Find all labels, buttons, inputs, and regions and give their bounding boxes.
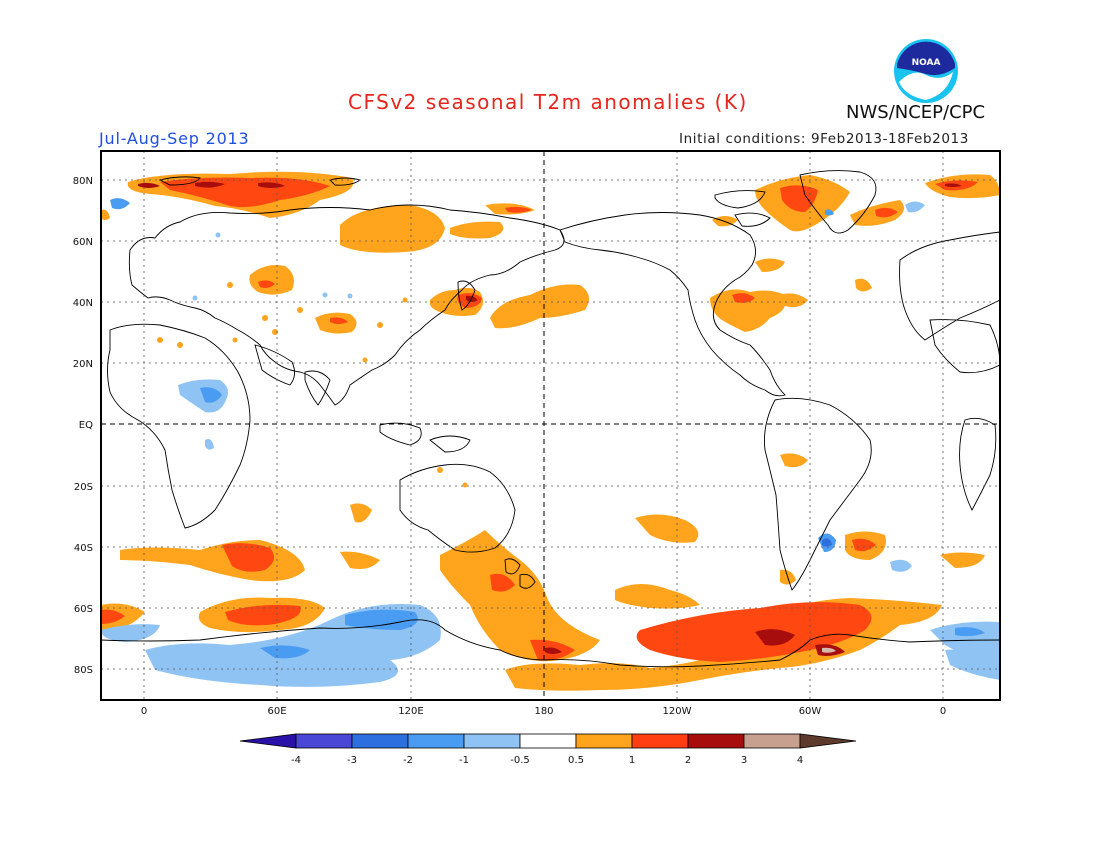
- lon-label: 180: [534, 706, 553, 717]
- longitude-labels: 0 60E 120E 180 120W 60W 0: [141, 706, 946, 717]
- coastlines: [101, 170, 1000, 668]
- australia-coast: [399, 463, 516, 553]
- warm-anomaly-east-pacific: [615, 584, 700, 609]
- map-frame: [100, 150, 1001, 701]
- north-america-coast: [559, 212, 786, 397]
- warm-anomaly-north-america: [710, 289, 786, 332]
- warm-anomaly-north-pacific: [490, 284, 589, 329]
- latitude-labels: 80N 60N 40N 20N EQ 20S 40S 60S 80S: [73, 176, 93, 676]
- organization-label: NWS/NCEP/CPC: [846, 102, 986, 123]
- lon-label: 120E: [398, 706, 423, 717]
- antarctica-coast: [101, 619, 1000, 668]
- lon-label: 0: [141, 706, 147, 717]
- lat-label: 80S: [74, 665, 93, 676]
- logo-text: NOAA: [912, 58, 941, 68]
- lon-label: 60E: [267, 706, 286, 717]
- graticule: [101, 151, 1000, 700]
- lon-label: 60W: [799, 706, 822, 717]
- lat-label: 80N: [73, 176, 93, 187]
- lat-label: 40S: [74, 543, 93, 554]
- lat-label: EQ: [79, 420, 93, 431]
- south-america-coast: [764, 397, 872, 591]
- anomaly-field: [101, 171, 1000, 691]
- lon-label: 0: [940, 706, 946, 717]
- lat-label: 20S: [74, 482, 93, 493]
- lat-label: 20N: [73, 359, 93, 370]
- warm-anomaly-southwest-pacific: [440, 530, 600, 662]
- greenland-coast: [799, 170, 877, 234]
- map-title: CFSv2 seasonal T2m anomalies (K): [348, 90, 748, 114]
- noaa-logo: NOAA: [894, 39, 958, 103]
- lat-label: 40N: [73, 298, 93, 309]
- lat-label: 60S: [74, 604, 93, 615]
- season-label: Jul-Aug-Sep 2013: [99, 129, 250, 148]
- lat-label: 60N: [73, 237, 93, 248]
- initial-conditions-label: Initial conditions: 9Feb2013-18Feb2013: [679, 131, 969, 147]
- warm-anomaly-central-asia: [340, 205, 445, 253]
- lon-label: 120W: [663, 706, 692, 717]
